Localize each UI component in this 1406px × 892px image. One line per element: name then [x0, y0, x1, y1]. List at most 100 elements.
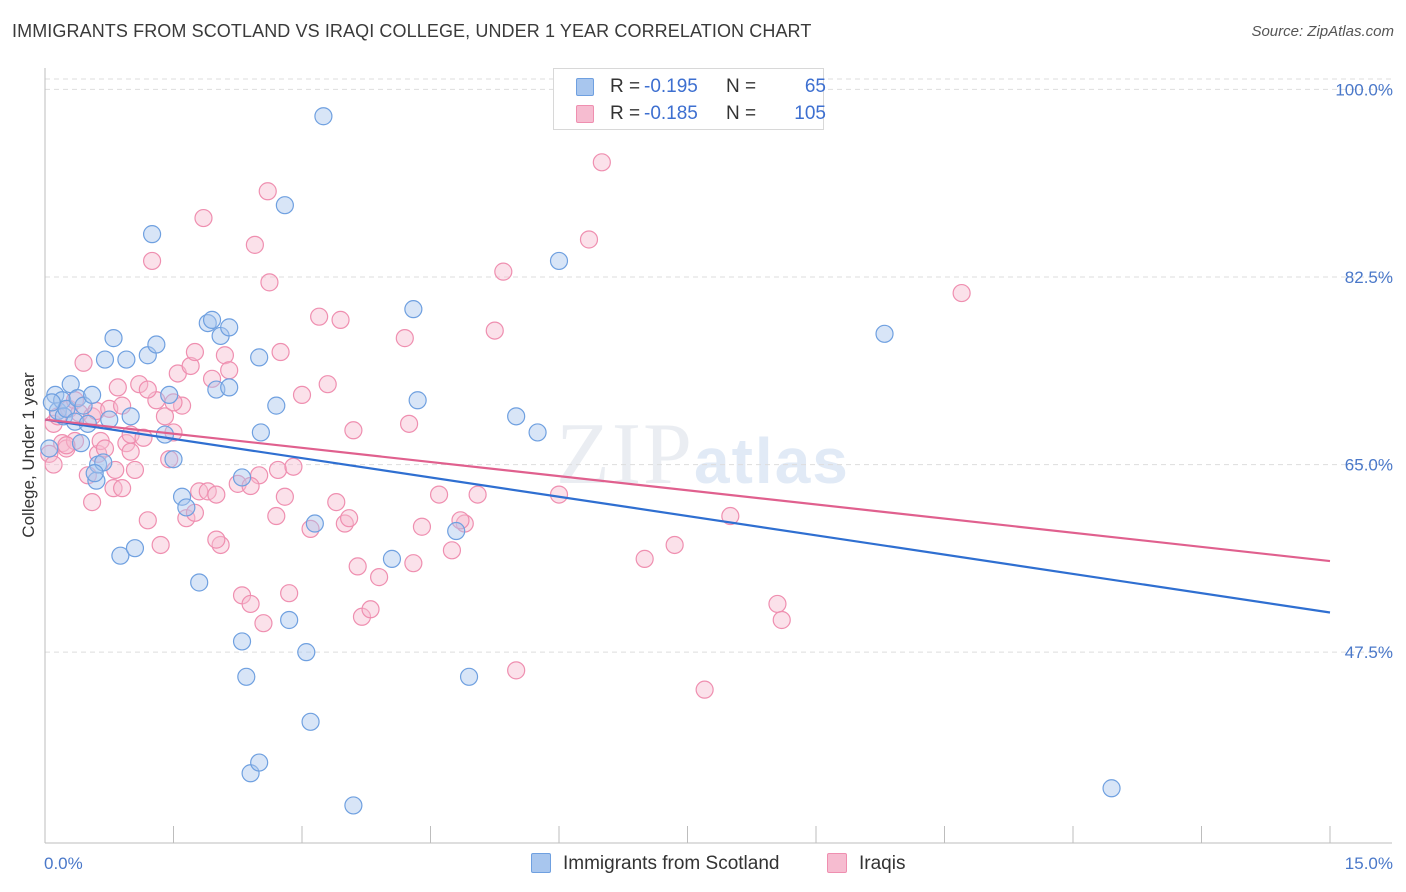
scotland-point — [250, 348, 269, 367]
iraqis-point — [399, 414, 419, 433]
scotland-point — [251, 423, 270, 442]
iraqis-point — [331, 310, 350, 329]
iraqis-point — [121, 442, 140, 461]
iraqis-point — [665, 535, 684, 555]
iraqis-point — [185, 342, 205, 362]
iraqis-point — [185, 503, 205, 522]
iraqis-point — [952, 283, 971, 303]
scotland-point — [237, 667, 256, 686]
scotland-point — [71, 434, 91, 453]
x-tick-label-min: 0.0% — [44, 854, 83, 873]
n-value: 65 — [804, 76, 826, 97]
iraqis-point — [429, 485, 449, 504]
legend-label: Immigrants from Scotland — [563, 853, 780, 874]
iraqis-point — [271, 342, 290, 362]
iraqis-point — [125, 460, 145, 480]
iraqis-point — [74, 353, 93, 372]
iraqis-point — [280, 584, 299, 603]
iraqis-point — [245, 235, 264, 254]
iraqis-point — [494, 262, 513, 281]
watermark: ZIPatlas — [556, 404, 850, 505]
y-axis-label: College, Under 1 year — [19, 372, 38, 538]
watermark-atlas: atlas — [694, 425, 850, 497]
n-label: N = — [726, 103, 757, 124]
iraqis-point — [202, 369, 222, 388]
scotland-point — [164, 450, 183, 469]
iraqis-point — [579, 230, 599, 249]
iraqis-point — [592, 153, 611, 172]
iraqis-point — [57, 436, 76, 455]
iraqis-point — [160, 450, 179, 469]
iraqis-point — [395, 329, 414, 348]
scotland-point — [314, 107, 333, 126]
iraqis-point — [40, 444, 59, 463]
x-tick-label-max: 15.0% — [1345, 854, 1393, 873]
iraqis-point — [44, 455, 63, 474]
iraqis-legend-swatch — [827, 853, 847, 873]
iraqis-point — [772, 610, 791, 630]
scotland-point — [404, 300, 423, 319]
iraqis-point — [117, 434, 136, 453]
iraqis-point — [327, 492, 346, 512]
scotland-point — [85, 464, 104, 483]
r-label: R = — [610, 103, 641, 124]
iraqis-point — [267, 506, 286, 526]
iraqis-point — [220, 361, 239, 380]
y-tick-label: 65.0% — [1345, 456, 1393, 475]
iraqis-points — [40, 153, 971, 699]
scotland-point — [447, 521, 466, 541]
iraqis-point — [112, 479, 132, 498]
watermark-zip: ZIP — [556, 406, 694, 503]
iraqis-point — [340, 509, 359, 528]
iraqis-point — [275, 487, 294, 506]
iraqis-point — [95, 439, 115, 458]
scotland-point — [220, 378, 239, 397]
iraqis-point — [442, 541, 462, 560]
iraqis-point — [207, 485, 226, 504]
scotland-point — [297, 643, 316, 662]
scotland-point — [301, 712, 320, 731]
scotland-point — [125, 539, 145, 558]
scotland-point — [507, 407, 526, 426]
scotland-point — [87, 471, 106, 490]
scotland-point — [280, 610, 299, 630]
iraqis-point — [241, 594, 260, 614]
iraqis-point — [695, 680, 714, 699]
scotland-point — [267, 396, 286, 415]
iraqis-point — [142, 251, 162, 271]
r-label: R = — [610, 76, 641, 97]
r-value: -0.185 — [644, 103, 698, 124]
iraqis-point — [370, 568, 389, 587]
y-tick-label: 100.0% — [1335, 80, 1393, 99]
n-value: 105 — [794, 103, 826, 124]
iraqis-point — [348, 557, 367, 576]
iraqis-swatch — [576, 105, 594, 123]
iraqis-point — [284, 457, 303, 476]
scotland-point — [382, 549, 402, 568]
iraqis-point — [181, 356, 200, 376]
scotland-point — [190, 573, 209, 592]
iraqis-point — [138, 511, 157, 530]
scotland-point — [875, 324, 894, 343]
scotland-point — [1102, 779, 1121, 798]
iraqis-point — [451, 511, 470, 530]
scotland-point — [459, 667, 479, 686]
scotland-point — [142, 225, 162, 244]
scotland-point — [121, 407, 140, 426]
scotland-trend-line — [44, 418, 1331, 614]
scotland-point — [220, 318, 239, 337]
scotland-points — [40, 107, 1121, 815]
scotland-point — [408, 391, 427, 410]
scotland-point — [95, 350, 115, 369]
iraqis-point — [412, 517, 432, 536]
iraqis-point — [138, 380, 157, 399]
scotland-point — [117, 350, 136, 369]
iraqis-point — [549, 485, 569, 504]
iraqis-point — [254, 614, 273, 633]
scotland-point — [160, 385, 179, 405]
iraqis-point — [83, 492, 102, 512]
scotland-point — [549, 251, 569, 271]
iraqis-point — [258, 182, 277, 201]
scotland-point — [111, 546, 130, 565]
gridlines — [45, 78, 1392, 653]
